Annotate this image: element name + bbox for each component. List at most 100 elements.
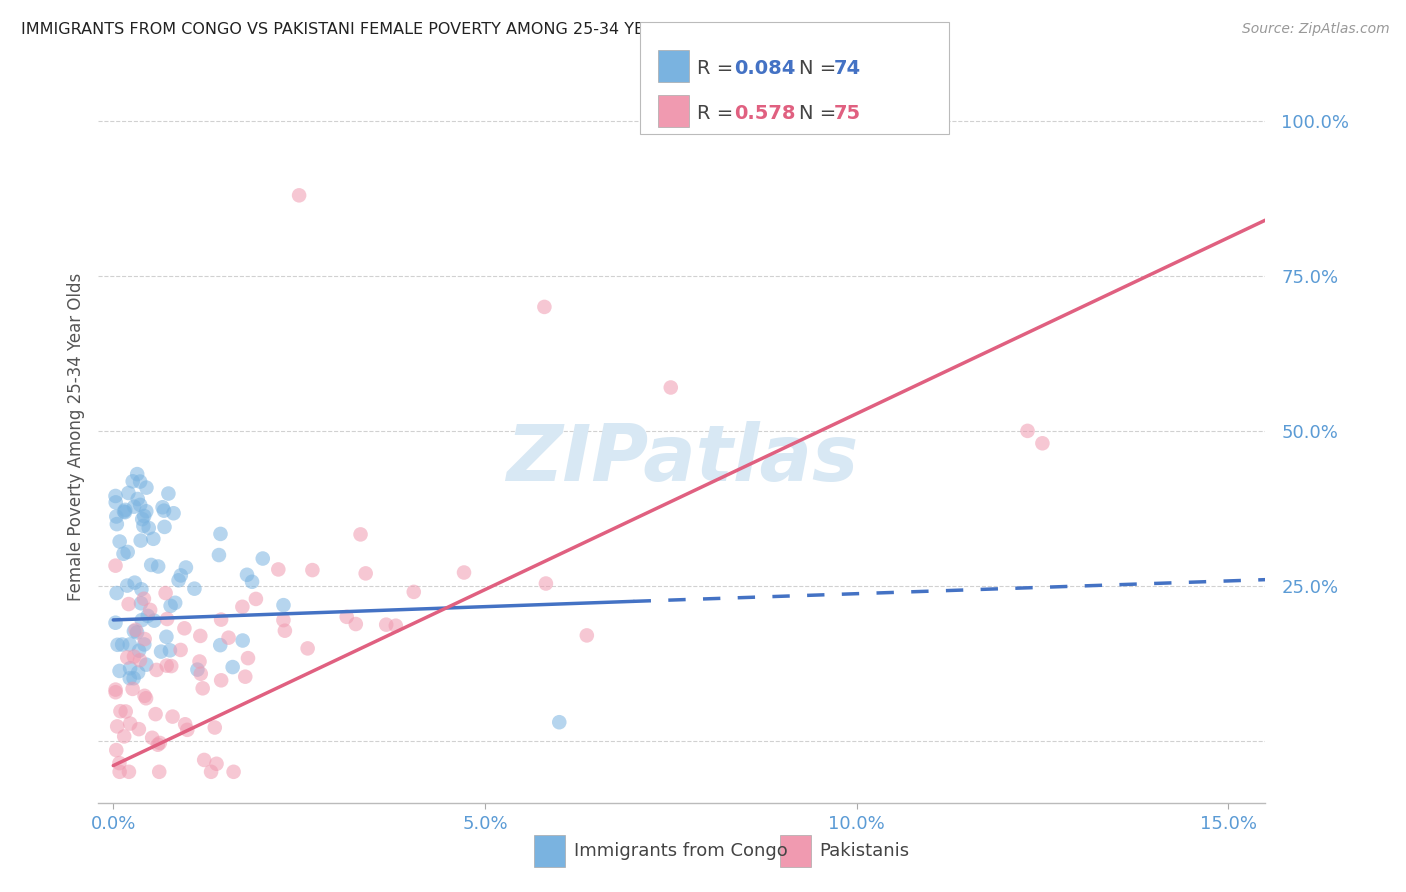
Point	[118, 637, 141, 651]
Point	[138, 521, 160, 535]
Point	[385, 618, 408, 632]
Point	[191, 681, 214, 696]
Point	[344, 617, 367, 632]
Point	[174, 717, 197, 731]
Point	[112, 547, 135, 561]
Point	[1017, 424, 1039, 438]
Point	[354, 566, 377, 581]
Point	[349, 527, 371, 541]
Text: R =: R =	[697, 59, 740, 78]
Point	[120, 716, 142, 731]
Point	[155, 630, 177, 644]
Point	[111, 638, 134, 652]
Text: 74: 74	[834, 59, 860, 78]
Point	[114, 503, 136, 517]
Point	[135, 657, 157, 672]
Point	[122, 671, 145, 685]
Point	[153, 503, 176, 517]
Point	[129, 475, 152, 489]
Point	[209, 613, 232, 627]
Point	[146, 559, 169, 574]
Point	[134, 637, 156, 651]
Point	[127, 665, 149, 680]
Point	[162, 506, 184, 520]
Point	[132, 591, 155, 606]
Point	[124, 575, 146, 590]
Point	[139, 603, 162, 617]
Text: Pakistanis: Pakistanis	[820, 842, 910, 860]
Point	[145, 707, 167, 722]
Point	[118, 671, 141, 685]
Point	[108, 756, 131, 771]
Point	[125, 625, 148, 640]
Point	[129, 596, 152, 610]
Point	[533, 300, 555, 314]
Point	[141, 731, 163, 745]
Point	[209, 527, 232, 541]
Point	[127, 491, 149, 506]
Point	[236, 567, 259, 582]
Point	[183, 582, 205, 596]
Point	[218, 631, 240, 645]
Point	[575, 628, 598, 642]
Text: 0.578: 0.578	[734, 103, 796, 123]
Point	[153, 520, 176, 534]
Point	[141, 558, 163, 572]
Point	[131, 582, 153, 597]
Point	[273, 613, 295, 627]
Point	[120, 661, 142, 675]
Point	[167, 574, 190, 588]
Point	[134, 689, 156, 703]
Point	[375, 617, 398, 632]
Point	[114, 505, 136, 519]
Point	[131, 613, 153, 627]
Point	[108, 764, 131, 779]
Point	[173, 621, 195, 635]
Point	[232, 633, 254, 648]
Point	[135, 481, 157, 495]
Point	[104, 682, 127, 697]
Point	[127, 467, 149, 482]
Point	[145, 663, 167, 677]
Point	[118, 764, 141, 779]
Point	[159, 599, 181, 613]
Point	[222, 764, 245, 779]
Point	[453, 566, 475, 580]
Point	[240, 574, 263, 589]
Point	[135, 691, 157, 706]
Point	[114, 705, 136, 719]
Point	[105, 517, 128, 532]
Point	[205, 756, 228, 771]
Point	[245, 591, 267, 606]
Point	[204, 721, 226, 735]
Point	[105, 743, 128, 757]
Point	[122, 624, 145, 639]
Text: R =: R =	[697, 103, 740, 123]
Point	[160, 659, 183, 673]
Point	[121, 681, 143, 696]
Point	[117, 486, 139, 500]
Point	[162, 709, 184, 723]
Point	[288, 188, 311, 202]
Point	[170, 568, 193, 582]
Point	[236, 651, 259, 665]
Point	[200, 764, 222, 779]
Point	[108, 534, 131, 549]
Point	[105, 586, 128, 600]
Text: N =: N =	[799, 59, 842, 78]
Point	[233, 670, 256, 684]
Point	[122, 649, 145, 664]
Point	[124, 623, 146, 637]
Point	[129, 498, 152, 512]
Point	[150, 645, 173, 659]
Point	[188, 655, 211, 669]
Point	[231, 599, 253, 614]
Point	[176, 723, 198, 737]
Point	[190, 666, 212, 681]
Point	[659, 380, 682, 394]
Text: IMMIGRANTS FROM CONGO VS PAKISTANI FEMALE POVERTY AMONG 25-34 YEAR OLDS CORRELAT: IMMIGRANTS FROM CONGO VS PAKISTANI FEMAL…	[21, 22, 894, 37]
Point	[117, 597, 139, 611]
Point	[105, 719, 128, 733]
Point	[112, 504, 135, 518]
Point	[149, 736, 172, 750]
